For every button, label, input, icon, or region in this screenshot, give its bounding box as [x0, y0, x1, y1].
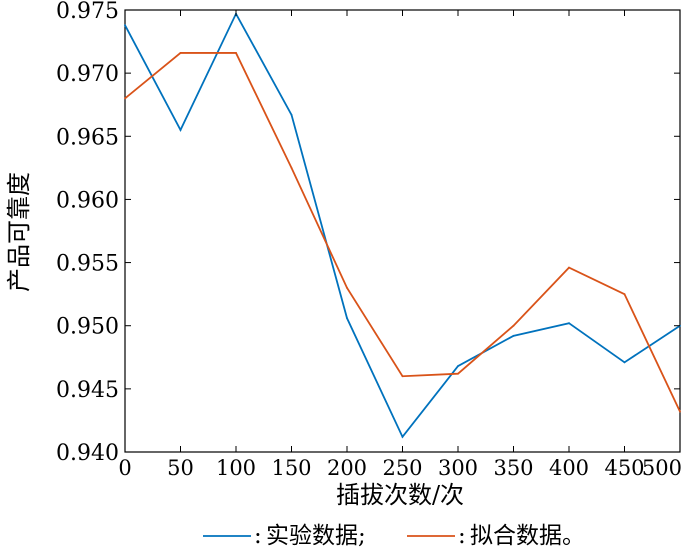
series-1-point — [179, 52, 182, 54]
series-layer — [124, 11, 681, 439]
x-tick-label: 150 — [271, 456, 311, 480]
y-tick-label: 0.955 — [56, 252, 119, 277]
series-0-point — [179, 129, 182, 131]
legend-separator-fitted: : — [458, 523, 466, 549]
x-tick-label: 250 — [382, 456, 422, 480]
legend: : 实验数据; : 拟合数据。 — [203, 523, 585, 549]
y-tick-label: 0.940 — [56, 441, 119, 466]
series-1-point — [457, 372, 459, 375]
x-tick-label: 50 — [167, 456, 194, 480]
y-tick-label: 0.945 — [56, 378, 119, 403]
series-1-point — [124, 97, 126, 100]
legend-label-fitted: 拟合数据。 — [470, 523, 585, 549]
legend-label-experimental: 实验数据; — [266, 523, 366, 549]
plot-frame — [124, 9, 681, 453]
x-tick-label: 400 — [549, 456, 589, 480]
series-0-point — [512, 334, 515, 337]
x-tick-label: 0 — [118, 456, 131, 480]
series-0-point — [124, 24, 126, 27]
ticks-layer: 0.940 0.945 0.950 0.955 0.960 0.965 0.970 0.975… — [56, 0, 682, 480]
series-1-point — [401, 375, 404, 378]
series-line-1 — [124, 52, 681, 412]
x-tick-label: 450 — [604, 456, 644, 480]
y-tick-label: 0.970 — [56, 62, 119, 87]
series-1-point — [568, 266, 570, 269]
x-tick-label: 300 — [438, 456, 478, 480]
series-0-point — [290, 113, 293, 116]
y-tick-label: 0.965 — [56, 125, 119, 150]
series-line-0 — [124, 11, 681, 439]
x-tick-label: 100 — [216, 456, 256, 480]
y-axis-label: 产品可靠度 — [5, 172, 33, 292]
series-1-point — [623, 293, 626, 296]
series-0-point — [623, 361, 626, 364]
series-0-point — [457, 365, 459, 368]
plot-area — [124, 9, 681, 453]
y-tick-label: 0.950 — [56, 315, 119, 340]
series-0-point — [568, 322, 570, 325]
x-tick-label: 350 — [493, 456, 533, 480]
series-0-point — [346, 317, 348, 320]
series-1-point — [235, 52, 237, 54]
x-tick-label: 500 — [642, 456, 682, 480]
series-1-point — [679, 410, 681, 413]
y-tick-label: 0.960 — [56, 188, 119, 213]
series-1-point — [290, 166, 293, 169]
y-tick-label: 0.975 — [56, 0, 119, 24]
x-tick-label: 200 — [327, 456, 367, 480]
legend-separator-experimental: : — [254, 523, 262, 549]
series-0-point — [401, 435, 404, 438]
x-axis-label: 插拔次数/次 — [336, 481, 464, 509]
series-1-point — [346, 286, 348, 289]
series-1-point — [512, 324, 515, 327]
